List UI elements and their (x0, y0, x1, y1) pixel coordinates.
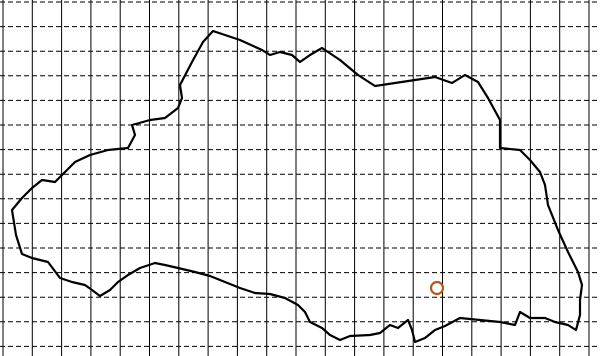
location-marker[interactable] (429, 280, 445, 296)
region-outline[interactable] (10, 29, 584, 344)
